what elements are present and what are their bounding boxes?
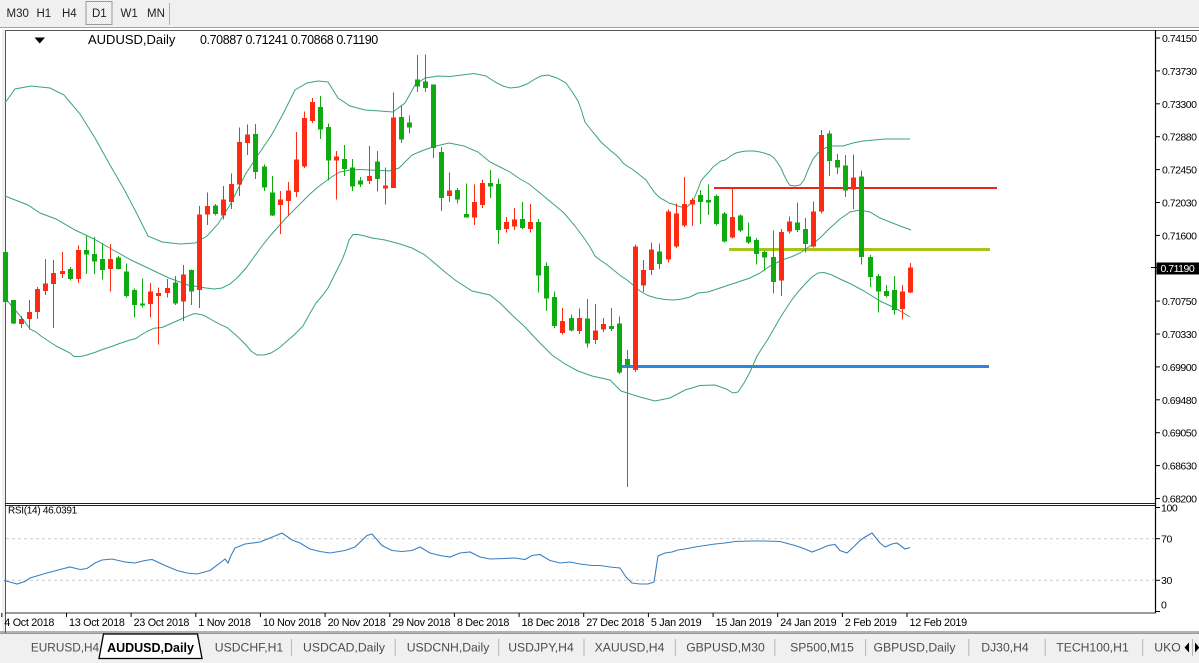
svg-text:0.73300: 0.73300 (1162, 99, 1197, 111)
svg-text:12 Feb 2019: 12 Feb 2019 (910, 617, 968, 629)
svg-text:0.71600: 0.71600 (1162, 230, 1197, 242)
svg-text:8 Dec 2018: 8 Dec 2018 (457, 617, 510, 629)
svg-text:W1: W1 (121, 8, 138, 20)
svg-text:0.72450: 0.72450 (1162, 165, 1197, 177)
svg-text:SP500,M15: SP500,M15 (790, 641, 854, 655)
svg-text:0.69050: 0.69050 (1162, 428, 1197, 440)
svg-text:0.69900: 0.69900 (1162, 362, 1197, 374)
svg-text:RSI(14) 46.0391: RSI(14) 46.0391 (8, 506, 78, 517)
svg-text:DJ30,H4: DJ30,H4 (981, 641, 1029, 655)
svg-text:GBPUSD,Daily: GBPUSD,Daily (874, 641, 957, 655)
svg-text:USDCHF,H1: USDCHF,H1 (215, 641, 284, 655)
svg-text:GBPUSD,M30: GBPUSD,M30 (686, 641, 765, 655)
svg-text:100: 100 (1161, 503, 1178, 515)
svg-text:0.70887 0.71241 0.70868 0.7119: 0.70887 0.71241 0.70868 0.71190 (200, 33, 378, 47)
svg-text:XAUUSD,H4: XAUUSD,H4 (595, 641, 665, 655)
svg-text:0.72030: 0.72030 (1162, 198, 1197, 210)
svg-text:15 Jan 2019: 15 Jan 2019 (716, 617, 772, 629)
svg-text:0.70330: 0.70330 (1162, 329, 1197, 341)
svg-text:USDCAD,Daily: USDCAD,Daily (303, 641, 386, 655)
svg-text:H4: H4 (62, 8, 77, 20)
svg-text:2 Feb 2019: 2 Feb 2019 (845, 617, 897, 629)
svg-text:0.68630: 0.68630 (1162, 461, 1197, 473)
svg-text:13 Oct 2018: 13 Oct 2018 (69, 617, 125, 629)
svg-text:5 Jan 2019: 5 Jan 2019 (651, 617, 702, 629)
svg-text:27 Dec 2018: 27 Dec 2018 (586, 617, 644, 629)
svg-text:USDCNH,Daily: USDCNH,Daily (407, 641, 491, 655)
svg-text:AUDUSD,Daily: AUDUSD,Daily (88, 32, 176, 47)
svg-text:0.73730: 0.73730 (1162, 66, 1197, 78)
svg-text:AUDUSD,Daily: AUDUSD,Daily (107, 641, 194, 655)
svg-text:M30: M30 (7, 8, 29, 20)
svg-text:0.69480: 0.69480 (1162, 395, 1197, 407)
svg-text:EURUSD,H4: EURUSD,H4 (31, 641, 100, 655)
svg-text:UKO: UKO (1154, 641, 1180, 655)
svg-text:0.72880: 0.72880 (1162, 132, 1197, 144)
svg-text:30: 30 (1161, 575, 1172, 587)
svg-text:18 Dec 2018: 18 Dec 2018 (522, 617, 580, 629)
svg-text:1 Nov 2018: 1 Nov 2018 (198, 617, 251, 629)
svg-text:4 Oct 2018: 4 Oct 2018 (4, 617, 54, 629)
svg-text:D1: D1 (92, 8, 107, 20)
svg-text:0.74150: 0.74150 (1162, 33, 1197, 45)
svg-text:70: 70 (1161, 534, 1172, 546)
svg-text:10 Nov 2018: 10 Nov 2018 (263, 617, 321, 629)
svg-text:24 Jan 2019: 24 Jan 2019 (780, 617, 836, 629)
svg-text:0.70750: 0.70750 (1162, 296, 1197, 308)
svg-text:20 Nov 2018: 20 Nov 2018 (328, 617, 386, 629)
svg-text:MN: MN (147, 8, 165, 20)
svg-text:H1: H1 (37, 8, 52, 20)
svg-text:23 Oct 2018: 23 Oct 2018 (134, 617, 190, 629)
svg-text:29 Nov 2018: 29 Nov 2018 (392, 617, 450, 629)
svg-text:TECH100,H1: TECH100,H1 (1056, 641, 1129, 655)
svg-text:0.68200: 0.68200 (1162, 494, 1197, 506)
svg-text:USDJPY,H4: USDJPY,H4 (508, 641, 574, 655)
svg-text:0.71190: 0.71190 (1161, 263, 1195, 275)
svg-text:0: 0 (1161, 600, 1167, 612)
